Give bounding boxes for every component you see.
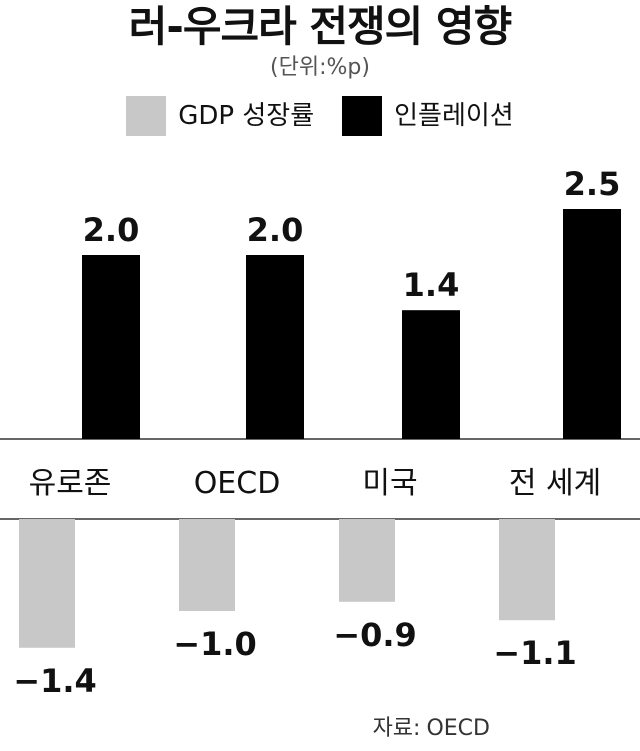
gdp-value-label-전-세계: −1.1 — [493, 634, 577, 672]
inflation-value-label-OECD: 2.0 — [247, 211, 304, 249]
inflation-value-label-미국: 1.4 — [403, 266, 460, 304]
category-label-미국: 미국 — [362, 466, 417, 501]
inflation-value-label-유로존: 2.0 — [83, 211, 140, 249]
category-label-OECD: OECD — [194, 466, 281, 501]
chart-title: 러-우크라 전쟁의 영향 — [128, 2, 512, 51]
legend-item-gdp: GDP 성장률 — [126, 96, 314, 136]
legend-label-inflation: 인플레이션 — [394, 101, 514, 131]
source-org: OECD — [426, 716, 490, 741]
category-label-유로존: 유로존 — [29, 466, 112, 501]
gdp-value-label-OECD: −1.0 — [173, 625, 257, 663]
inflation-value-label-전-세계: 2.5 — [564, 165, 621, 203]
gdp-bar-유로존 — [19, 519, 75, 648]
gdp-bar-미국 — [339, 519, 395, 602]
gdp-value-label-유로존: −1.4 — [13, 662, 97, 700]
legend-label-gdp: GDP 성장률 — [178, 101, 315, 131]
source-note: 자료: OECD — [373, 714, 490, 744]
category-label-전-세계: 전 세계 — [509, 466, 601, 501]
gdp-bar-전-세계 — [499, 519, 555, 621]
inflation-bar-전-세계 — [563, 209, 621, 439]
legend-swatch-inflation — [342, 96, 383, 136]
legend: GDP 성장률 인플레이션 — [0, 96, 640, 136]
inflation-bar-미국 — [402, 310, 460, 439]
chart-unit-label: (단위:%p) — [270, 55, 370, 80]
gdp-bar-OECD — [179, 519, 235, 611]
inflation-bar-OECD — [246, 255, 304, 439]
legend-swatch-gdp — [126, 96, 167, 136]
gdp-value-label-미국: −0.9 — [333, 616, 417, 654]
source-label: 자료: — [372, 716, 421, 741]
inflation-bar-유로존 — [82, 255, 140, 439]
legend-item-inflation: 인플레이션 — [342, 96, 514, 136]
